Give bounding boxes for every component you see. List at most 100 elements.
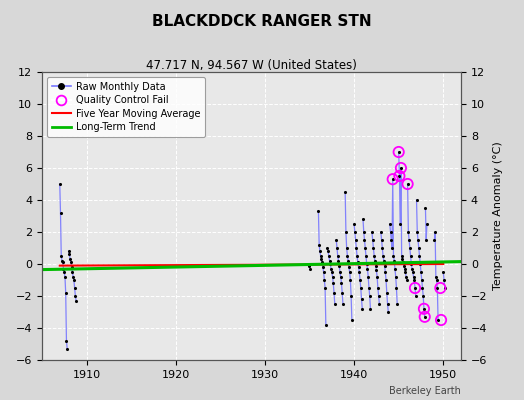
Point [59, 259, 67, 266]
Point [363, 266, 372, 272]
Point [379, 258, 388, 264]
Text: Berkeley Earth: Berkeley Earth [389, 386, 461, 396]
Point [372, 262, 380, 269]
Point [409, 269, 417, 275]
Point [386, 221, 394, 227]
Point [337, 280, 346, 286]
Point [401, 269, 410, 275]
Point [374, 285, 382, 291]
Point [68, 264, 76, 270]
Point [364, 274, 373, 280]
Title: 47.717 N, 94.567 W (United States): 47.717 N, 94.567 W (United States) [146, 59, 357, 72]
Point [70, 277, 78, 283]
Point [361, 245, 369, 251]
Point [327, 266, 335, 272]
Point [397, 165, 405, 171]
Point [370, 253, 378, 259]
Point [375, 301, 384, 307]
Point [65, 251, 73, 258]
Point [389, 253, 398, 259]
Point [314, 208, 323, 214]
Point [408, 266, 416, 272]
Point [315, 242, 323, 248]
Point [347, 317, 356, 323]
Point [351, 229, 359, 235]
Point [441, 285, 449, 291]
Point [383, 290, 391, 296]
Point [420, 306, 428, 312]
Point [387, 237, 396, 243]
Point [370, 258, 379, 264]
Point [320, 269, 328, 275]
Point [411, 285, 419, 291]
Point [357, 285, 365, 291]
Point [391, 274, 400, 280]
Point [368, 229, 376, 235]
Point [434, 317, 442, 323]
Point [437, 317, 445, 323]
Point [324, 248, 332, 254]
Point [384, 301, 392, 307]
Point [354, 259, 362, 266]
Point [382, 277, 390, 283]
Point [366, 293, 374, 299]
Point [318, 259, 326, 266]
Point [366, 306, 375, 312]
Point [418, 277, 426, 283]
Point [403, 181, 412, 187]
Point [380, 262, 389, 269]
Point [398, 253, 406, 259]
Point [378, 245, 387, 251]
Point [346, 277, 355, 283]
Point [419, 293, 428, 299]
Point [363, 261, 371, 267]
Point [377, 229, 385, 235]
Point [405, 237, 413, 243]
Point [325, 253, 333, 259]
Point [395, 149, 403, 155]
Point [402, 277, 411, 283]
Point [334, 253, 342, 259]
Point [388, 176, 397, 182]
Point [339, 301, 347, 307]
Point [406, 245, 414, 251]
Point [336, 269, 344, 275]
Point [330, 290, 338, 296]
Point [440, 277, 448, 283]
Point [357, 296, 366, 302]
Point [358, 306, 366, 312]
Point [61, 290, 70, 296]
Point [72, 298, 80, 304]
Point [388, 245, 396, 251]
Point [323, 245, 332, 251]
Point [416, 261, 424, 267]
Point [343, 253, 352, 259]
Point [66, 256, 74, 262]
Point [64, 248, 73, 254]
Point [439, 269, 447, 275]
Point [393, 301, 401, 307]
Point [414, 237, 422, 243]
Point [386, 229, 395, 235]
Point [325, 258, 334, 264]
Point [411, 293, 420, 299]
Point [68, 269, 77, 275]
Point [375, 293, 383, 299]
Point [368, 237, 377, 243]
Point [397, 165, 405, 171]
Point [411, 285, 419, 291]
Point [422, 237, 430, 243]
Point [402, 274, 410, 280]
Point [331, 301, 339, 307]
Point [333, 245, 341, 251]
Point [389, 176, 397, 182]
Point [395, 149, 403, 155]
Point [58, 258, 66, 264]
Point [398, 256, 407, 262]
Point [71, 293, 80, 299]
Point [432, 277, 441, 283]
Point [420, 306, 428, 312]
Point [384, 309, 392, 315]
Point [414, 245, 423, 251]
Point [306, 266, 314, 272]
